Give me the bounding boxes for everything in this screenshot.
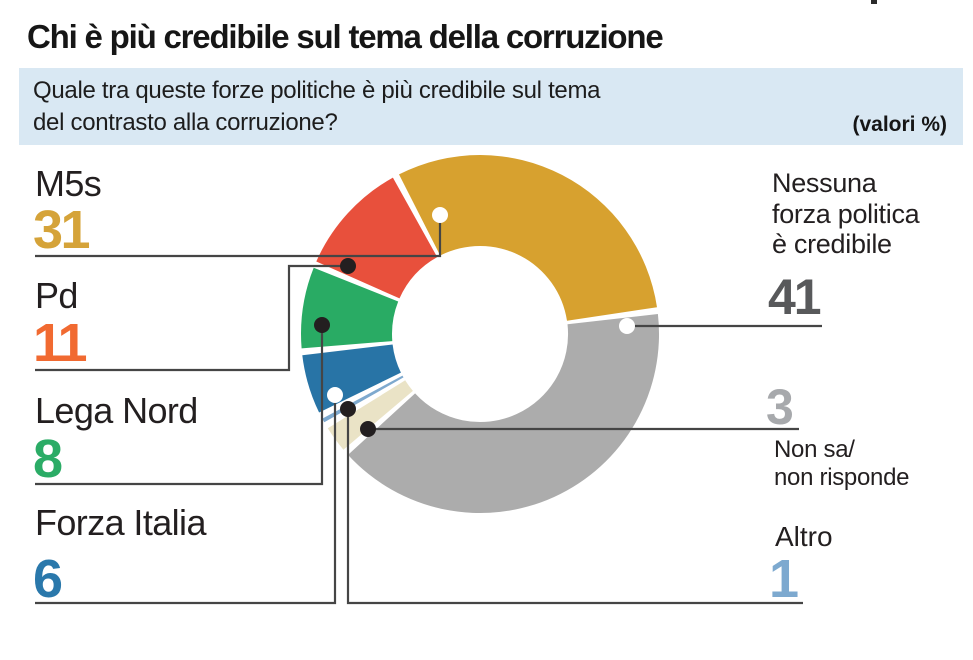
segment-m5s xyxy=(399,155,657,321)
leader-line-lega-nord xyxy=(35,328,324,486)
callout-dots xyxy=(314,207,635,437)
label-nessuna-line3: è credibile xyxy=(772,229,892,259)
callout-dot-altro xyxy=(340,401,356,417)
segment-nessuna xyxy=(348,314,660,514)
value-m5s: 31 xyxy=(33,200,91,260)
callout-dot-forza-italia xyxy=(327,387,343,403)
label-non-sa-line1: Non sa/ xyxy=(774,436,855,463)
leader-line-pd xyxy=(35,264,345,372)
unit-note: (valori %) xyxy=(852,113,947,136)
label-forza-italia: Forza Italia xyxy=(35,502,206,543)
question-line-2: del contrasto alla corruzione? xyxy=(33,109,338,136)
value-altro: 1 xyxy=(769,549,799,609)
value-non-sa: 3 xyxy=(766,379,794,435)
crop-artifact-mark xyxy=(871,0,877,4)
callout-dot-nessuna xyxy=(619,318,635,334)
value-forza-italia: 6 xyxy=(33,549,63,609)
label-altro: Altro xyxy=(775,521,833,552)
leader-lines xyxy=(35,218,822,605)
value-lega-nord: 8 xyxy=(33,429,63,489)
leader-line-forza-italia xyxy=(35,398,337,605)
donut-segments xyxy=(301,155,660,514)
value-pd: 11 xyxy=(33,313,88,373)
label-nessuna-line1: Nessuna xyxy=(772,168,877,198)
label-pd: Pd xyxy=(35,275,78,316)
label-nessuna: Nessuna forza politica è credibile xyxy=(772,168,920,260)
value-nessuna: 41 xyxy=(768,269,822,325)
segment-forza-italia xyxy=(302,344,401,413)
callout-dot-non-sa xyxy=(360,421,376,437)
label-nessuna-line2: forza politica xyxy=(772,198,920,229)
question-line-1: Quale tra queste forze politiche è più c… xyxy=(33,77,601,104)
label-m5s: M5s xyxy=(35,163,102,204)
leader-line-altro xyxy=(346,411,803,605)
callout-dot-m5s xyxy=(432,207,448,223)
callout-dot-lega-nord xyxy=(314,317,330,333)
label-lega-nord: Lega Nord xyxy=(35,390,198,431)
page-title: Chi è più credibile sul tema della corru… xyxy=(27,18,664,55)
callout-dot-pd xyxy=(340,258,356,274)
leader-line-m5s xyxy=(35,218,442,258)
label-non-sa: Non sa/ non risponde xyxy=(774,436,909,491)
label-non-sa-line2: non risponde xyxy=(774,463,910,491)
question-box: Quale tra queste forze politiche è più c… xyxy=(19,68,963,145)
